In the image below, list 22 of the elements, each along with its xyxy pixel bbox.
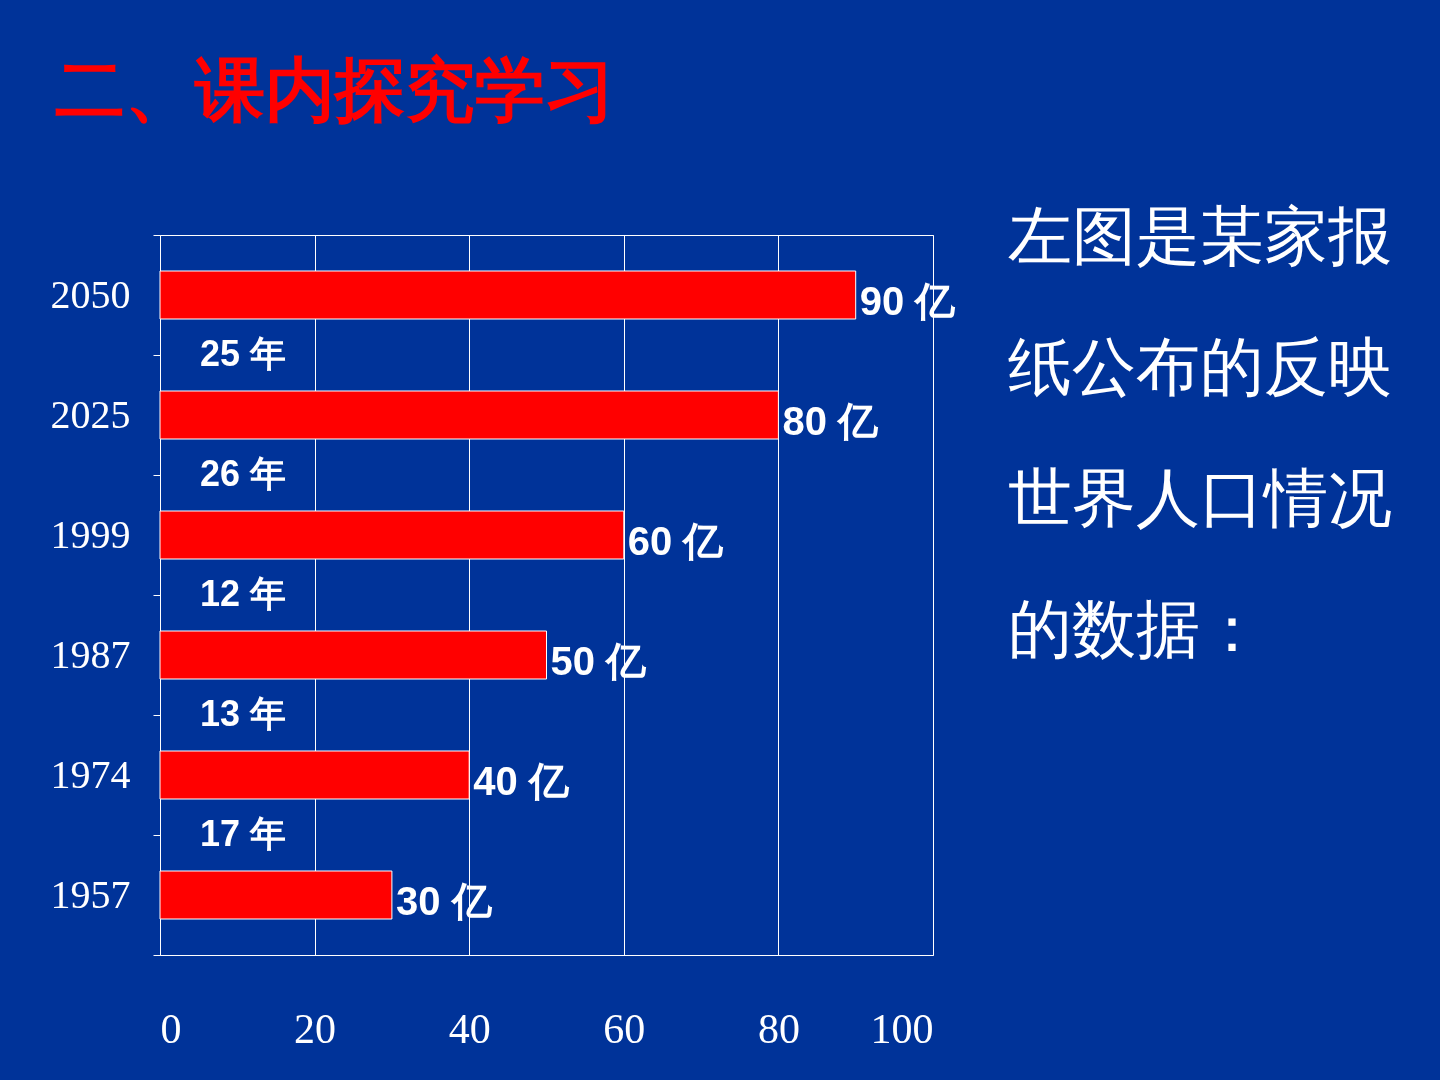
x-tick-label: 20 — [294, 1005, 337, 1052]
x-tick-label: 0 — [160, 1005, 182, 1052]
x-tick-label: 100 — [870, 1005, 934, 1052]
data-label: 60 亿 — [627, 519, 725, 563]
annotation: 12 年 — [200, 573, 287, 614]
x-tick-label: 80 — [757, 1005, 800, 1052]
annotation: 13 年 — [200, 693, 287, 734]
y-tick-label: 2025 — [50, 391, 131, 437]
y-tick-label: 1999 — [50, 511, 131, 557]
annotation: 25 年 — [200, 333, 287, 374]
x-tick-label: 40 — [448, 1005, 491, 1052]
y-tick-label: 1974 — [50, 751, 131, 797]
data-label: 40 亿 — [473, 759, 570, 803]
y-tick-label: 2050 — [50, 271, 131, 317]
text: 左图是某家报纸公布的反映世界人口情况的数据： — [1008, 199, 1392, 666]
x-tick-label: 60 — [603, 1005, 646, 1052]
annotation: 17 年 — [200, 813, 287, 854]
annotation: 26 年 — [200, 453, 287, 494]
chart-title: 二、课内探究学习 — [55, 48, 615, 131]
y-tick-label: 1957 — [50, 871, 131, 917]
y-tick-label: 1987 — [50, 631, 131, 677]
data-label: 80 亿 — [782, 399, 880, 443]
